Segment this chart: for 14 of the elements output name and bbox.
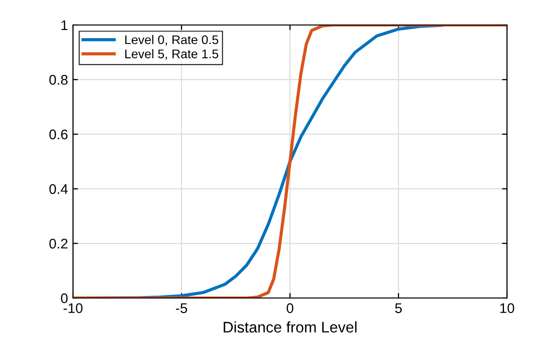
x-tick-label: 0 xyxy=(286,303,294,314)
x-tick-label: 5 xyxy=(395,303,402,314)
y-tick-label: 0.4 xyxy=(49,184,68,194)
legend-label: Level 0, Rate 0.5 xyxy=(125,35,218,46)
x-axis-title: Distance from Level xyxy=(224,321,356,333)
y-tick-label: 0.6 xyxy=(49,130,68,140)
x-tick-label: 10 xyxy=(500,303,514,314)
y-tick-label: 0.2 xyxy=(49,238,68,249)
y-tick-label: 0.8 xyxy=(49,74,68,85)
x-tick-label: -10 xyxy=(64,303,82,314)
legend-label: Level 5, Rate 1.5 xyxy=(125,49,218,60)
y-tick-label: 1 xyxy=(61,20,68,30)
x-tick-label: -5 xyxy=(176,303,188,314)
y-tick-label: 0 xyxy=(60,293,68,304)
